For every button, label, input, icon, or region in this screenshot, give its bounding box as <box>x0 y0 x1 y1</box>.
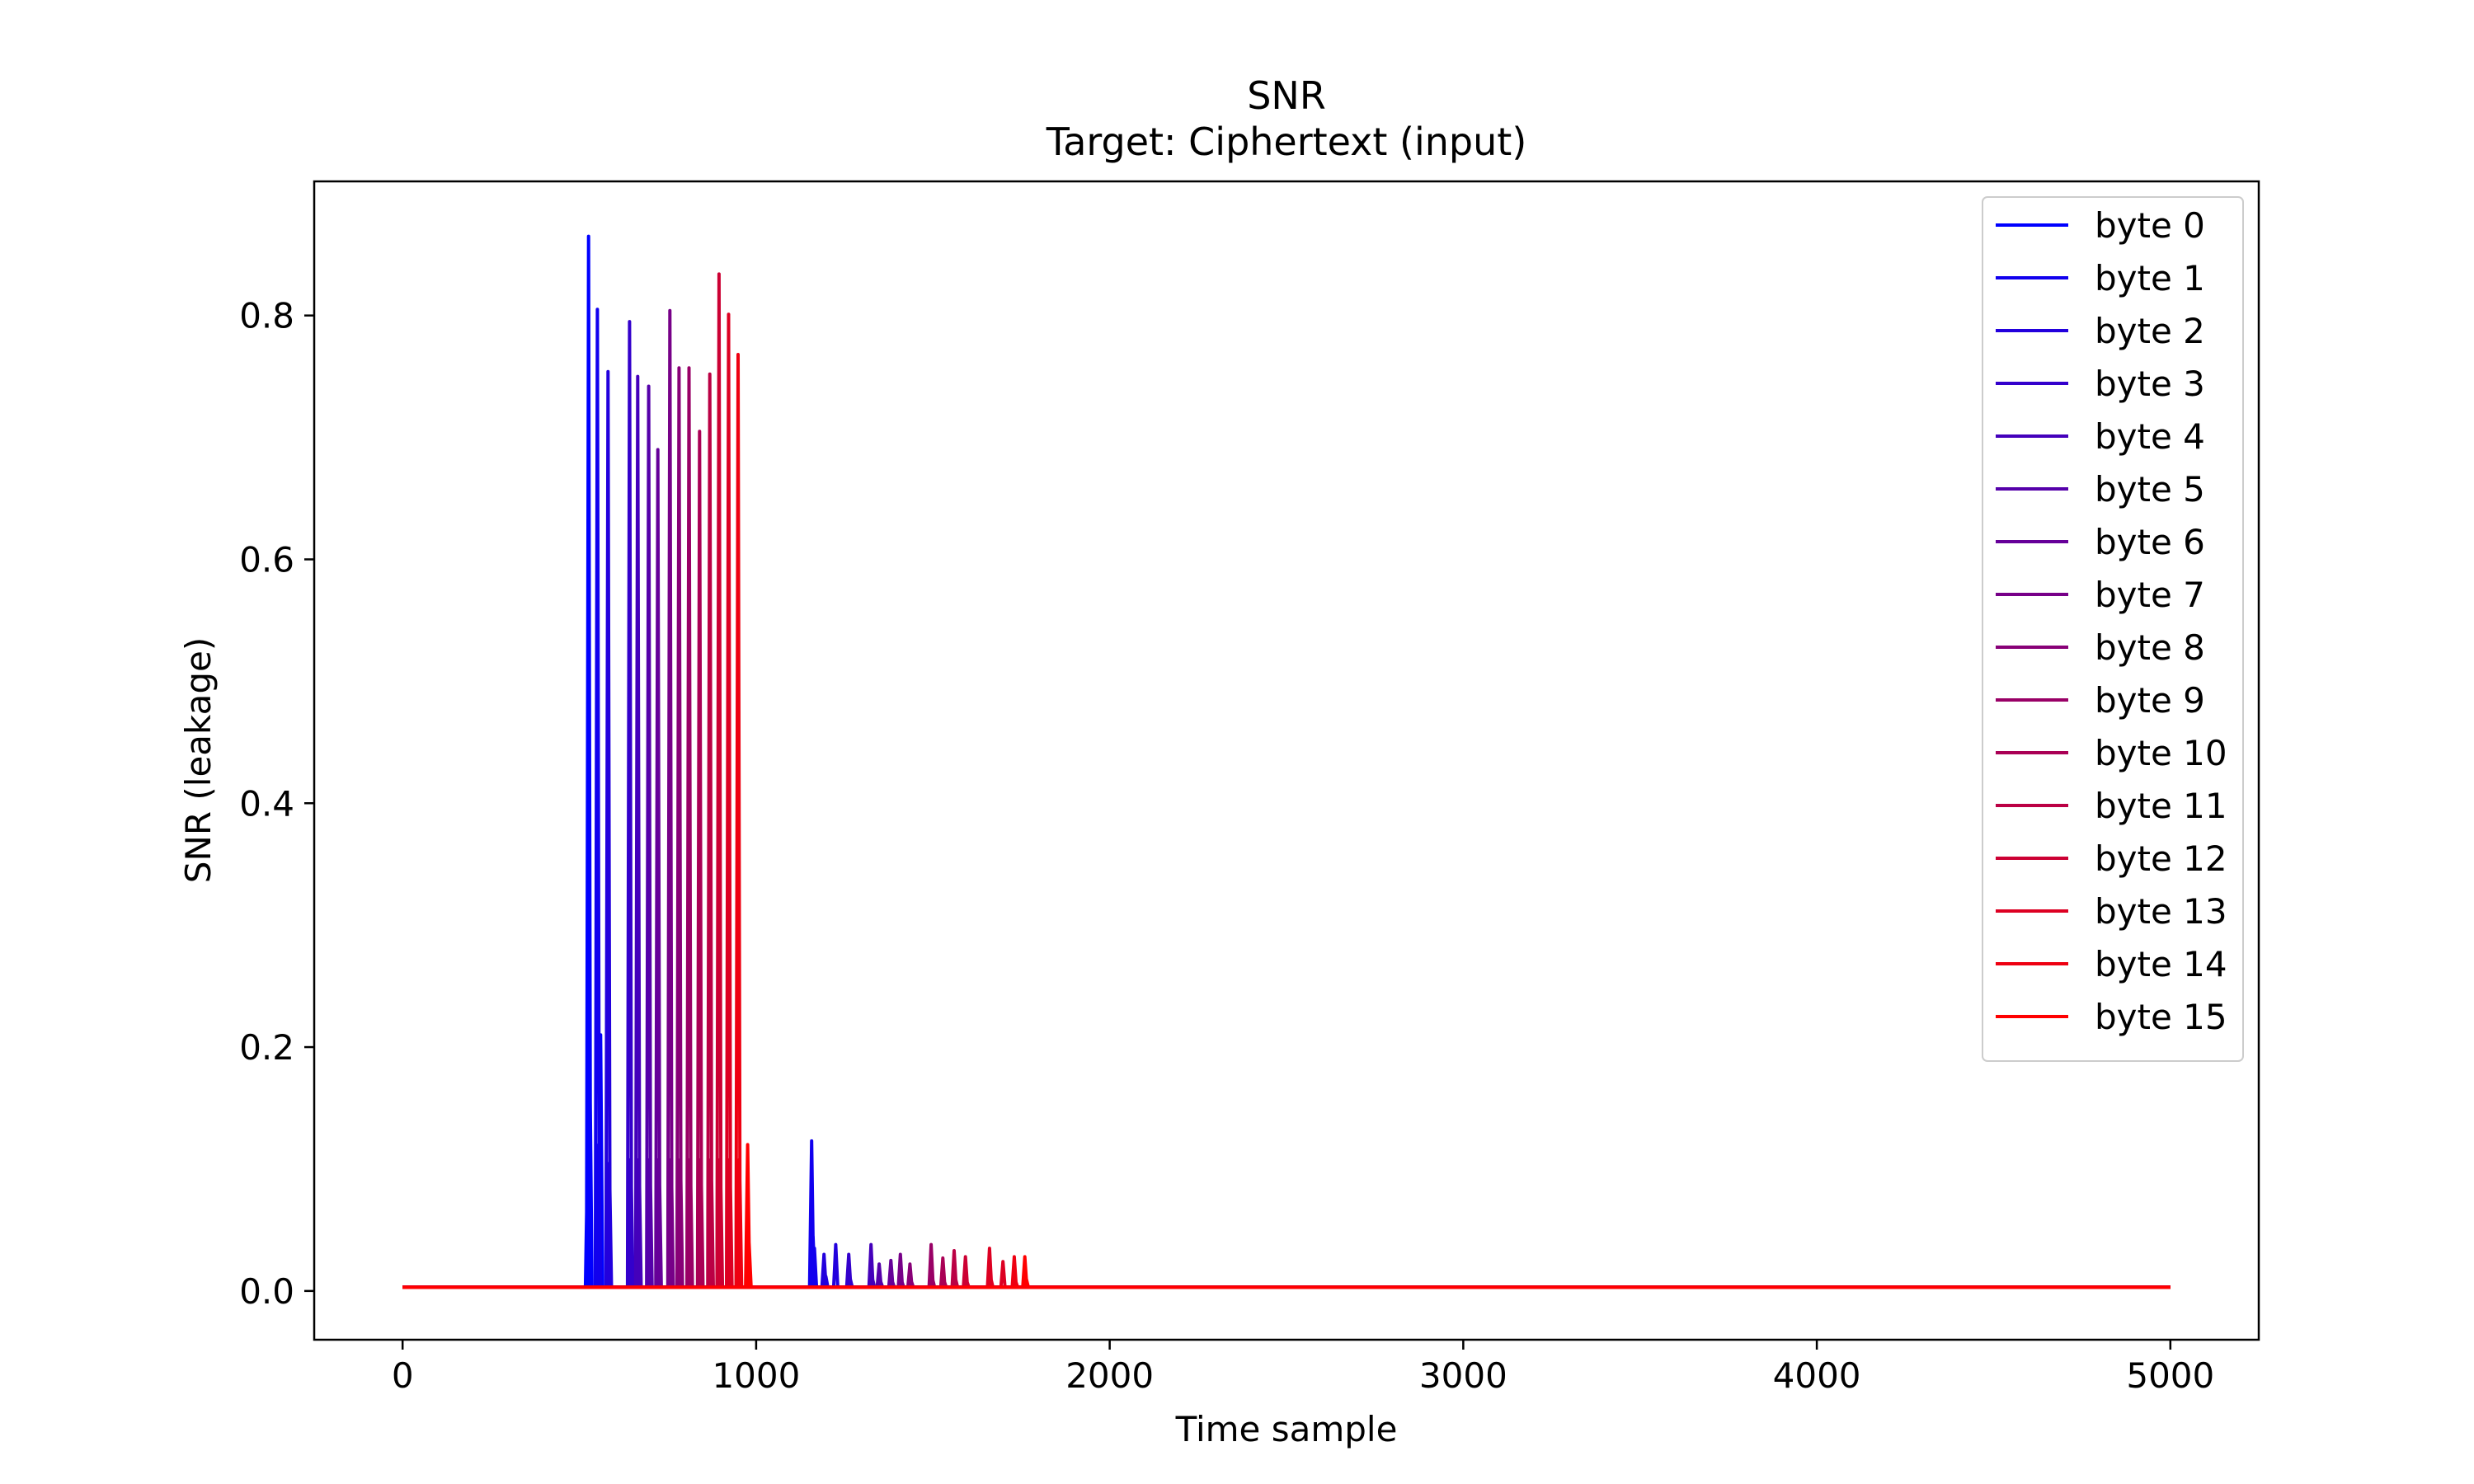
legend-label-byte-6: byte 6 <box>2095 522 2205 562</box>
y-tick-label: 0.4 <box>239 783 294 824</box>
plot-frame <box>313 180 2260 1341</box>
series-line-byte-2 <box>402 369 2171 1289</box>
legend-label-byte-5: byte 5 <box>2095 469 2205 510</box>
legend-label-byte-14: byte 14 <box>2095 944 2227 984</box>
x-tick-label: 4000 <box>1773 1355 1861 1396</box>
series-line-byte-13 <box>402 312 2171 1289</box>
legend-label-byte-3: byte 3 <box>2095 364 2205 404</box>
x-tick-label: 0 <box>392 1355 414 1396</box>
y-tick-label: 0.2 <box>239 1027 294 1068</box>
legend-label-byte-7: byte 7 <box>2095 575 2205 615</box>
legend-label-byte-13: byte 13 <box>2095 891 2227 932</box>
legend-label-byte-1: byte 1 <box>2095 258 2205 298</box>
series-line-byte-15 <box>402 1143 2171 1289</box>
legend-label-byte-9: byte 9 <box>2095 680 2205 721</box>
legend-label-byte-12: byte 12 <box>2095 838 2227 879</box>
y-tick-label: 0.6 <box>239 539 294 580</box>
legend-label-byte-0: byte 0 <box>2095 205 2205 246</box>
y-tick-label: 0.8 <box>239 296 294 336</box>
y-tick-label: 0.0 <box>239 1271 294 1312</box>
x-axis: 0 1000 2000 3000 4000 5000 <box>392 1340 2214 1396</box>
legend-label-byte-15: byte 15 <box>2095 997 2227 1037</box>
series-layer <box>402 234 2171 1289</box>
plot-area <box>313 180 2260 1341</box>
y-axis-label: SNR (leakage) <box>178 637 219 883</box>
legend-label-byte-11: byte 11 <box>2095 786 2227 826</box>
y-axis: 0.0 0.2 0.4 0.6 0.8 <box>239 296 314 1312</box>
legend-label-byte-10: byte 10 <box>2095 733 2227 773</box>
legend-label-byte-2: byte 2 <box>2095 311 2205 351</box>
x-axis-label: Time sample <box>1175 1409 1398 1449</box>
x-tick-label: 1000 <box>712 1355 800 1396</box>
chart-subtitle: Target: Ciphertext (input) <box>1046 120 1527 164</box>
series-line-byte-1 <box>402 308 2171 1289</box>
legend-box <box>1982 196 2244 1062</box>
legend-label-byte-8: byte 8 <box>2095 627 2205 668</box>
chart-title: SNR <box>1247 73 1326 118</box>
legend-label-byte-4: byte 4 <box>2095 416 2205 457</box>
x-tick-label: 2000 <box>1065 1355 1154 1396</box>
x-tick-label: 5000 <box>2126 1355 2214 1396</box>
legend: byte 0 byte 1 byte 2 byte 3 byte 4 byte 5 byte… <box>1982 196 2244 1062</box>
x-tick-label: 3000 <box>1419 1355 1507 1396</box>
